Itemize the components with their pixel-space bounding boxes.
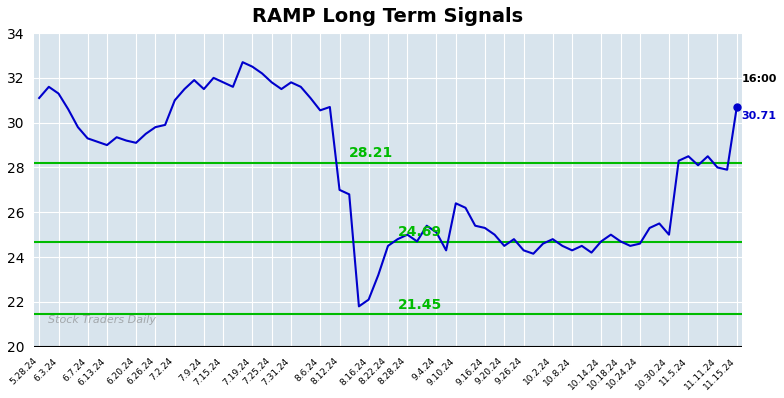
Title: RAMP Long Term Signals: RAMP Long Term Signals xyxy=(252,7,524,26)
Text: 30.71: 30.71 xyxy=(742,111,777,121)
Text: 24.69: 24.69 xyxy=(397,225,441,239)
Text: 16:00: 16:00 xyxy=(742,74,777,84)
Text: Stock Traders Daily: Stock Traders Daily xyxy=(49,315,157,325)
Text: 28.21: 28.21 xyxy=(349,146,394,160)
Text: 21.45: 21.45 xyxy=(397,298,442,312)
